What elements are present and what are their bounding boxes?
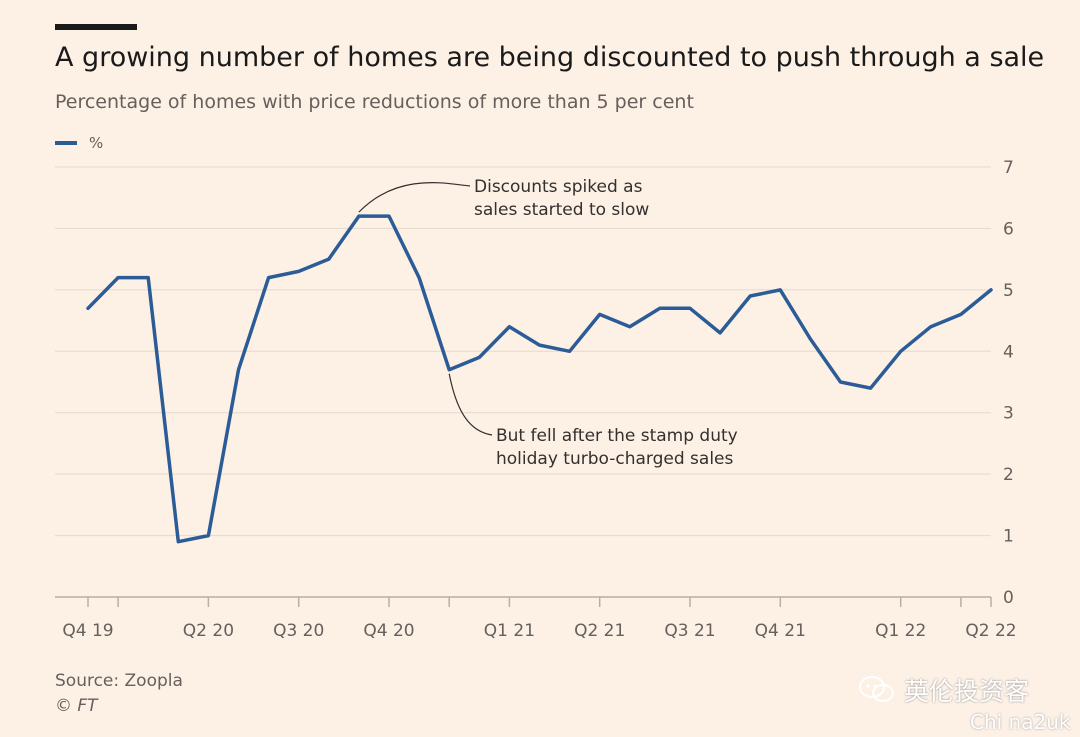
chart-subtitle: Percentage of homes with price reduction… <box>55 91 694 113</box>
x-tick-label: Q4 21 <box>755 621 806 641</box>
x-tick-label: Q1 22 <box>875 621 926 641</box>
chat-bubbles-icon <box>859 676 894 702</box>
x-tick-label: Q4 19 <box>62 621 113 641</box>
y-tick-label: 0 <box>1003 588 1014 608</box>
legend: % <box>55 134 103 152</box>
annotation-leader <box>358 181 471 213</box>
watermark-text: 英伦投资客 <box>904 677 1030 706</box>
annotation-leader <box>448 373 493 436</box>
x-tick-label: Q2 22 <box>965 621 1016 641</box>
source-note: Source: Zoopla <box>55 671 183 691</box>
annotation-text: But fell after the stamp duty <box>496 426 738 446</box>
series-line <box>86 214 993 544</box>
y-tick-label: 2 <box>1003 465 1014 485</box>
x-tick-label: Q2 20 <box>183 621 234 641</box>
watermark-subtext: Chi na2uk <box>970 710 1071 734</box>
x-tick-label: Q4 20 <box>363 621 414 641</box>
x-tick-label: Q3 21 <box>664 621 715 641</box>
watermark: 英伦投资客 <box>858 672 1029 708</box>
y-tick-label: 1 <box>1003 527 1014 547</box>
x-tick-label: Q1 21 <box>484 621 535 641</box>
y-tick-label: 7 <box>1003 158 1014 178</box>
y-tick-label: 4 <box>1003 342 1014 362</box>
y-tick-label: 3 <box>1003 404 1014 424</box>
x-tick-label: Q3 20 <box>273 621 324 641</box>
annotation-text: holiday turbo-charged sales <box>496 449 733 469</box>
legend-swatch <box>55 141 77 145</box>
chart-title: A growing number of homes are being disc… <box>55 42 1045 73</box>
y-tick-label: 6 <box>1003 219 1014 239</box>
legend-label: % <box>89 134 104 152</box>
annotation-text: Discounts spiked as <box>474 177 643 197</box>
copyright-note: © FT <box>55 696 98 716</box>
y-tick-label: 5 <box>1003 281 1014 301</box>
x-tick-label: Q2 21 <box>574 621 625 641</box>
annotation-text: sales started to slow <box>474 200 649 220</box>
title-rule <box>55 24 137 30</box>
